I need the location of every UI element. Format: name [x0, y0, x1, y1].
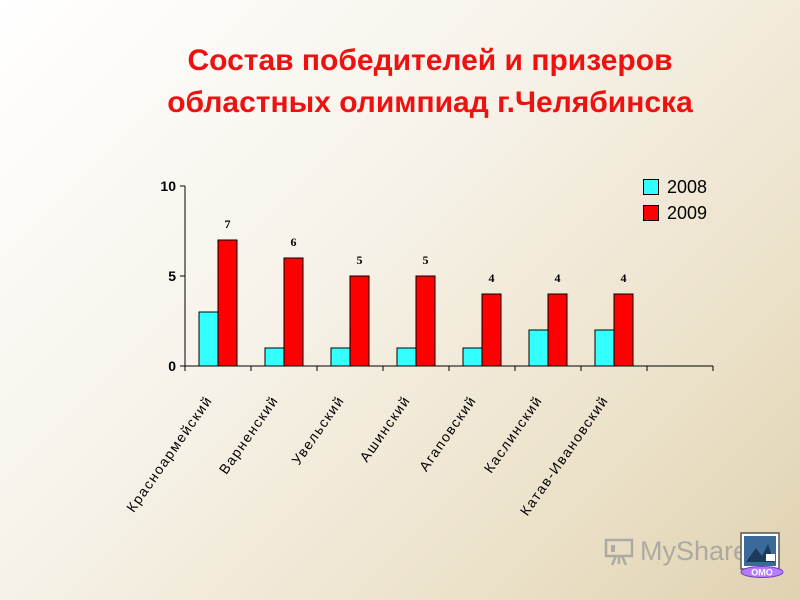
category-label-3: Ашинский [356, 393, 413, 465]
y-tick-label: 0 [168, 358, 176, 374]
bar-2009-0 [217, 239, 238, 367]
chart-title-line2: областных олимпиад г.Челябинска [167, 86, 693, 119]
legend-item-2008: 2008 [643, 174, 707, 200]
data-label-2009-4: 4 [489, 271, 495, 285]
data-labels-group: 7 6 5 5 4 4 4 [225, 217, 627, 285]
legend: 2008 2009 [643, 174, 707, 226]
y-axis-ticks: 0 5 10 [160, 178, 185, 374]
category-label-1: Варненский [216, 393, 282, 477]
bars-group [198, 239, 634, 367]
legend-swatch-2008 [643, 179, 659, 195]
bar-2009-3 [415, 275, 436, 367]
bar-2009-4 [481, 293, 502, 367]
data-label-2009-6: 4 [621, 271, 627, 285]
data-label-2009-1: 6 [291, 235, 297, 249]
chart-title: Состав победителей и призеров областных … [0, 40, 800, 124]
bar-2008-0 [198, 311, 219, 367]
data-label-2009-5: 4 [555, 271, 561, 285]
omo-logo: ОМО [740, 532, 784, 578]
category-label-5: Каслинский [480, 393, 545, 476]
bar-2008-2 [330, 347, 351, 367]
bar-2009-1 [283, 257, 304, 367]
bar-2009-2 [349, 275, 370, 367]
bar-2009-6 [613, 293, 634, 367]
category-labels-group: Красноармейский Варненский Увельский Ашинск… [123, 393, 611, 519]
x-axis-ticks [184, 366, 714, 371]
category-label-4: Агаповский [416, 393, 480, 475]
presentation-board-icon [604, 538, 634, 566]
chart-title-line1: Состав победителей и призеров [187, 44, 673, 77]
bar-2008-3 [396, 347, 417, 367]
legend-label-2009: 2009 [667, 202, 708, 223]
logo-text: ОМО [751, 568, 773, 578]
data-label-2009-3: 5 [423, 253, 429, 267]
data-label-2009-2: 5 [357, 253, 363, 267]
bar-2008-4 [462, 347, 483, 367]
bar-2008-6 [594, 329, 615, 367]
category-label-2: Увельский [288, 393, 347, 468]
y-tick-label: 5 [168, 268, 176, 284]
bar-2008-1 [264, 347, 285, 367]
y-tick-label: 10 [160, 178, 176, 194]
legend-item-2009: 2009 [643, 200, 707, 226]
category-label-0: Красноармейский [123, 393, 215, 515]
bar-2008-5 [528, 329, 549, 367]
legend-swatch-2009 [643, 205, 659, 221]
legend-label-2008: 2008 [667, 176, 708, 197]
data-label-2009-0: 7 [225, 217, 231, 231]
bar-2009-5 [547, 293, 568, 367]
